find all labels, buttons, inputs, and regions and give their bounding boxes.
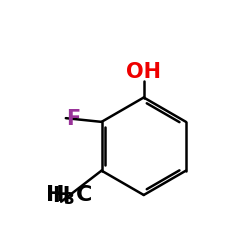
- Text: H: H: [52, 186, 69, 206]
- Text: $\mathregular{H_3C}$: $\mathregular{H_3C}$: [46, 184, 93, 208]
- Text: F: F: [66, 109, 80, 129]
- Text: OH: OH: [126, 62, 161, 82]
